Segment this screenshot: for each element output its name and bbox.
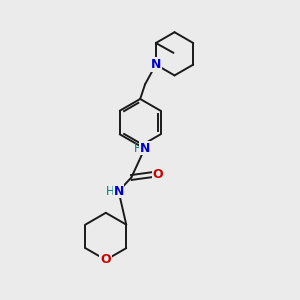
Text: N: N xyxy=(140,142,150,154)
Text: H: H xyxy=(134,142,142,154)
Text: O: O xyxy=(152,168,163,181)
Text: N: N xyxy=(151,58,161,71)
Text: O: O xyxy=(100,254,111,266)
Text: H: H xyxy=(105,185,114,198)
Text: N: N xyxy=(113,185,124,198)
